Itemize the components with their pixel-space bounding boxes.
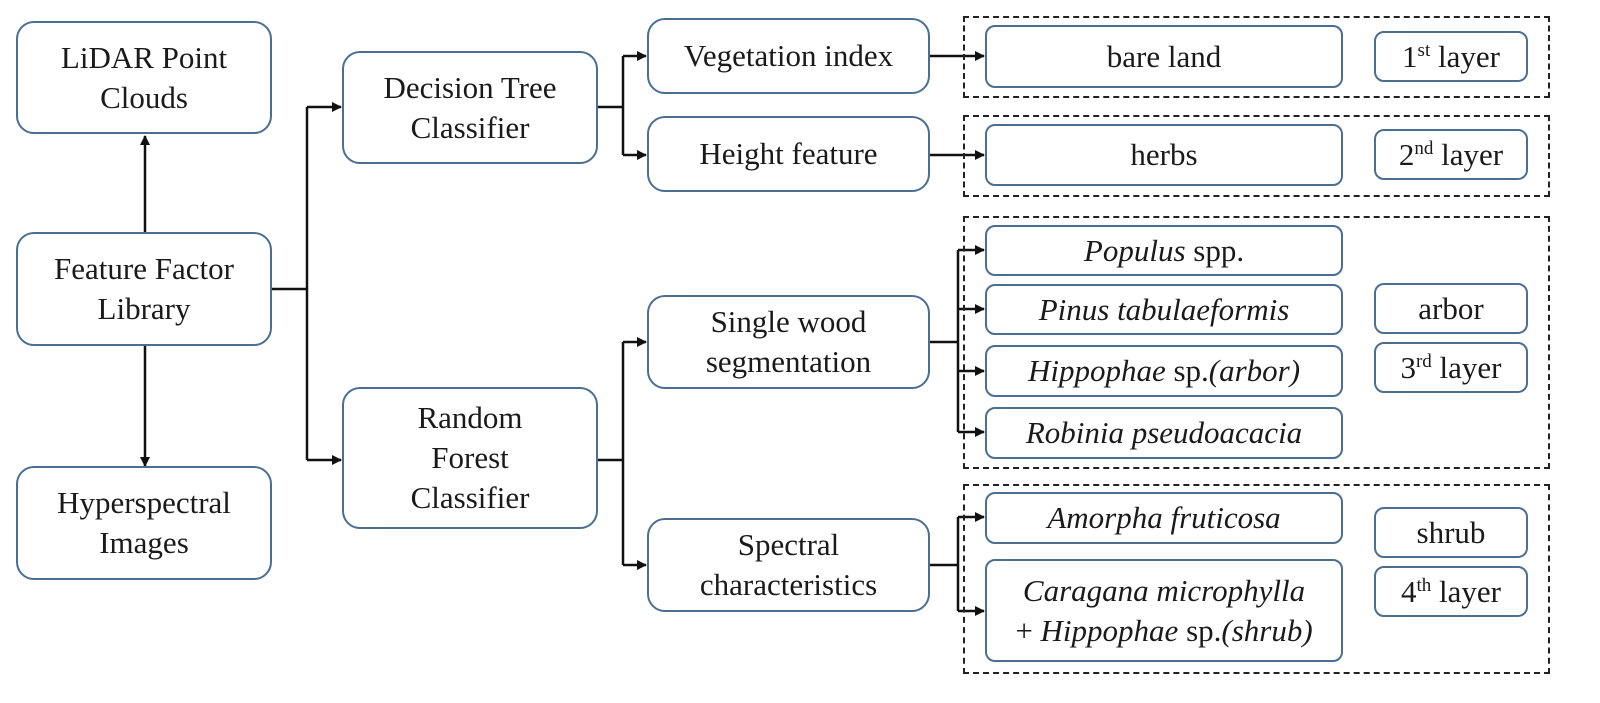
single-wood-line-1: Single wood bbox=[710, 304, 867, 339]
layer-2-ordinal: nd bbox=[1414, 137, 1434, 159]
feature-factor-library-box: Feature Factor Library bbox=[16, 232, 272, 346]
hippophae-arbor-genus: Hippophae bbox=[1027, 353, 1166, 388]
hyperspectral-line-2: Images bbox=[99, 525, 189, 560]
caragana-hippophae-genus: Hippophae bbox=[1040, 612, 1179, 648]
amorpha-label: Amorpha fruticosa bbox=[1047, 500, 1281, 535]
layer-2-label-box: 2nd layer bbox=[1374, 129, 1528, 180]
robinia-label: Robinia pseudoacacia bbox=[1025, 415, 1303, 450]
layer-4-word: layer bbox=[1431, 573, 1501, 609]
layer-2-word: layer bbox=[1433, 136, 1504, 172]
random-forest-line-2: Forest bbox=[431, 440, 509, 475]
populus-suffix: spp. bbox=[1185, 232, 1245, 268]
bare-land-label: bare land bbox=[1106, 38, 1222, 74]
layer-4-ordinal: th bbox=[1416, 574, 1432, 596]
decision-tree-classifier-box: Decision Tree Classifier bbox=[342, 51, 598, 164]
library-line-1: Feature Factor bbox=[54, 251, 234, 286]
layer-3-label-box: 3rd layer bbox=[1374, 342, 1528, 393]
caragana-hippophae-form: (shrub) bbox=[1221, 612, 1313, 648]
populus-label: Populus spp. bbox=[1084, 231, 1244, 271]
random-forest-line-3: Classifier bbox=[410, 480, 530, 515]
spectral-characteristics-box: Spectral characteristics bbox=[647, 518, 930, 612]
library-line-2: Library bbox=[97, 291, 191, 326]
decision-tree-line-2: Classifier bbox=[410, 109, 530, 145]
layer-4-label: 4th layer bbox=[1401, 572, 1501, 612]
group-layer-1 bbox=[963, 16, 1550, 98]
populus-genus: Populus bbox=[1083, 232, 1186, 268]
vegetation-index-label: Vegetation index bbox=[683, 38, 894, 73]
layer-1-ordinal: st bbox=[1417, 39, 1431, 61]
caragana-hippophae-sp: sp. bbox=[1178, 612, 1222, 648]
herbs-label: herbs bbox=[1130, 137, 1198, 172]
decision-tree-line-1: Decision Tree bbox=[383, 69, 557, 105]
layer-3-number: 3 bbox=[1400, 349, 1416, 385]
group-layer-4 bbox=[963, 484, 1550, 674]
single-wood-line-2: segmentation bbox=[705, 344, 872, 379]
caragana-line-2: + Hippophae sp.(shrub) bbox=[1015, 611, 1312, 651]
layer-4-label-box: 4th layer bbox=[1374, 566, 1528, 617]
spectral-line-2: characteristics bbox=[699, 567, 878, 602]
hippophae-arbor-box: Hippophae sp.(arbor) bbox=[985, 345, 1343, 397]
height-feature-box: Height feature bbox=[647, 116, 930, 192]
layer-2-label: 2nd layer bbox=[1399, 135, 1503, 175]
group-layer-2 bbox=[963, 115, 1550, 197]
amorpha-box: Amorpha fruticosa bbox=[985, 492, 1343, 544]
populus-box: Populus spp. bbox=[985, 225, 1343, 276]
layer-2-number: 2 bbox=[1398, 136, 1415, 172]
pinus-box: Pinus tabulaeformis bbox=[985, 284, 1343, 335]
height-feature-label: Height feature bbox=[699, 136, 878, 171]
arbor-label-box: arbor bbox=[1374, 283, 1528, 334]
vegetation-index-box: Vegetation index bbox=[647, 18, 930, 94]
herbs-box: herbs bbox=[985, 124, 1343, 186]
caragana-plus: + bbox=[1015, 612, 1041, 648]
spectral-line-1: Spectral bbox=[737, 527, 840, 562]
layer-1-label: 1st layer bbox=[1402, 37, 1500, 77]
caragana-line-1: Caragana microphylla bbox=[1022, 572, 1306, 608]
random-forest-line-1: Random bbox=[417, 400, 523, 435]
hyperspectral-line-1: Hyperspectral bbox=[57, 485, 231, 520]
layer-3-ordinal: rd bbox=[1415, 350, 1432, 372]
random-forest-classifier-box: Random Forest Classifier bbox=[342, 387, 598, 529]
layer-4-number: 4 bbox=[1401, 573, 1417, 609]
hippophae-arbor-form: (arbor) bbox=[1208, 353, 1301, 388]
robinia-box: Robinia pseudoacacia bbox=[985, 407, 1343, 459]
bare-land-box: bare land bbox=[985, 25, 1343, 88]
shrub-label: shrub bbox=[1416, 514, 1486, 550]
layer-1-word: layer bbox=[1430, 38, 1500, 74]
layer-1-label-box: 1st layer bbox=[1374, 31, 1528, 82]
hippophae-arbor-sp: sp. bbox=[1165, 353, 1209, 388]
arbor-label: arbor bbox=[1418, 290, 1484, 326]
caragana-box: Caragana microphylla + Hippophae sp.(shr… bbox=[985, 559, 1343, 662]
hyperspectral-images-box: Hyperspectral Images bbox=[16, 466, 272, 580]
lidar-point-clouds-box: LiDAR Point Clouds bbox=[16, 21, 272, 134]
hippophae-arbor-label: Hippophae sp.(arbor) bbox=[1028, 351, 1300, 391]
layer-3-word: layer bbox=[1431, 349, 1502, 385]
lidar-line-1: LiDAR Point bbox=[60, 39, 228, 75]
pinus-label: Pinus tabulaeformis bbox=[1038, 291, 1290, 327]
layer-1-number: 1 bbox=[1402, 38, 1418, 74]
lidar-line-2: Clouds bbox=[100, 79, 188, 115]
single-wood-segmentation-box: Single wood segmentation bbox=[647, 295, 930, 389]
group-layer-3 bbox=[963, 216, 1550, 469]
shrub-label-box: shrub bbox=[1374, 507, 1528, 558]
layer-3-label: 3rd layer bbox=[1400, 348, 1501, 388]
